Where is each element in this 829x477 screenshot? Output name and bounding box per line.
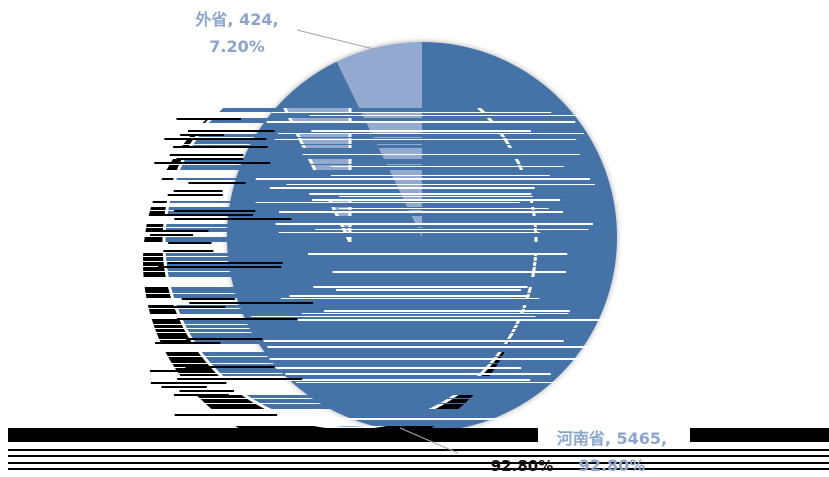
artifact-bar	[690, 428, 829, 442]
data-label-2: 外省, 424, 7.20%	[194, 10, 278, 56]
artifact-streak	[154, 162, 271, 164]
data-label-name-value: 外省, 424,	[194, 10, 278, 29]
artifact-streak	[161, 386, 207, 388]
artifact-streak	[176, 318, 298, 320]
artifact-streak	[339, 196, 533, 197]
data-label-name-value: 河南省, 5465,	[557, 429, 667, 448]
artifact-streak	[301, 313, 569, 314]
artifact-streak	[276, 367, 522, 369]
artifact-streak	[174, 414, 278, 416]
artifact-streak	[181, 298, 235, 300]
data-label-percent: 92.80%	[579, 456, 646, 475]
artifact-streak	[186, 338, 263, 340]
artifact-streak	[332, 271, 566, 273]
data-labels: 河南省, 5465, 92.80%外省, 424, 7.20%	[194, 10, 667, 475]
artifact-streak	[263, 340, 564, 342]
artifact-streak	[174, 394, 229, 396]
artifact-streak	[266, 121, 576, 123]
artifact-streak	[274, 139, 577, 140]
artifact-bar	[8, 428, 538, 442]
artifact-streak	[155, 342, 221, 344]
artifact-streak	[155, 214, 253, 216]
artifact-streak	[330, 175, 550, 176]
artifact-streak	[167, 262, 283, 264]
artifact-streak	[167, 194, 223, 196]
artifact-streak	[159, 230, 209, 232]
artifact-streak	[309, 115, 595, 116]
artifact-streak	[156, 306, 226, 308]
artifact-streak	[176, 158, 244, 160]
leader-line-2	[296, 29, 379, 51]
artifact-streak	[158, 266, 282, 268]
artifact-streak	[185, 366, 275, 368]
artifact-streak	[180, 134, 224, 136]
artifact-streak	[169, 154, 244, 156]
artifact-streak	[163, 250, 214, 252]
artifact-line	[8, 449, 829, 451]
artifact-streak	[176, 118, 241, 120]
artifact-streak	[312, 199, 561, 201]
artifact-line	[8, 468, 829, 470]
artifact-streak	[285, 373, 551, 375]
artifact-streak	[174, 210, 256, 212]
artifact-streak	[177, 378, 303, 380]
artifact-streak	[250, 316, 536, 317]
artifact-streak	[323, 310, 570, 312]
artifact-streak	[289, 295, 530, 297]
artifact-streak	[280, 298, 540, 299]
data-label-percent: 7.20%	[209, 37, 265, 56]
artifact-streak	[313, 286, 528, 288]
artifact-streak	[302, 154, 580, 155]
artifact-streak	[173, 190, 223, 192]
artifact-streak	[164, 138, 267, 140]
artifact-streak	[286, 184, 595, 185]
artifact-streak	[268, 379, 531, 381]
artifact-streak	[275, 418, 612, 420]
artifact-streak	[255, 202, 520, 203]
artifact-line	[8, 462, 829, 464]
artifact-ghost-label: 92.80%	[491, 457, 553, 475]
artifact-streak	[272, 112, 552, 113]
data-label-1: 河南省, 5465, 92.80%	[557, 429, 667, 475]
artifact-streak	[278, 133, 584, 134]
artifact-streak	[269, 358, 582, 360]
artifact-streak	[297, 319, 611, 321]
artifact-streak	[335, 289, 522, 291]
artifact-streak	[150, 234, 193, 236]
artifact-line	[8, 455, 829, 457]
artifact-streak	[330, 166, 564, 167]
artifact-streak	[150, 370, 213, 372]
artifact-streak	[188, 182, 246, 184]
artifact-streak	[308, 253, 568, 255]
artifact-streak	[150, 382, 227, 384]
artifact-streak	[275, 223, 593, 225]
artifact-streak	[179, 390, 234, 392]
artifact-streak	[278, 232, 541, 233]
artifact-streak	[279, 211, 563, 213]
artifact-streak	[174, 218, 292, 220]
artifact-streak	[173, 146, 268, 148]
artifact-streak	[255, 178, 591, 180]
artifact-streak	[311, 130, 531, 132]
artifact-streak	[315, 229, 589, 230]
leader-line-1	[399, 427, 459, 454]
artifact-streak	[267, 346, 590, 348]
artifact-streak	[295, 382, 611, 383]
artifact-streak	[309, 193, 532, 195]
artifact-streak	[168, 242, 212, 244]
artifact-streak	[188, 130, 275, 132]
artifact-streak	[338, 208, 549, 209]
artifact-streak	[189, 302, 313, 304]
leader-lines	[296, 29, 459, 454]
artifact-streak	[269, 187, 535, 189]
